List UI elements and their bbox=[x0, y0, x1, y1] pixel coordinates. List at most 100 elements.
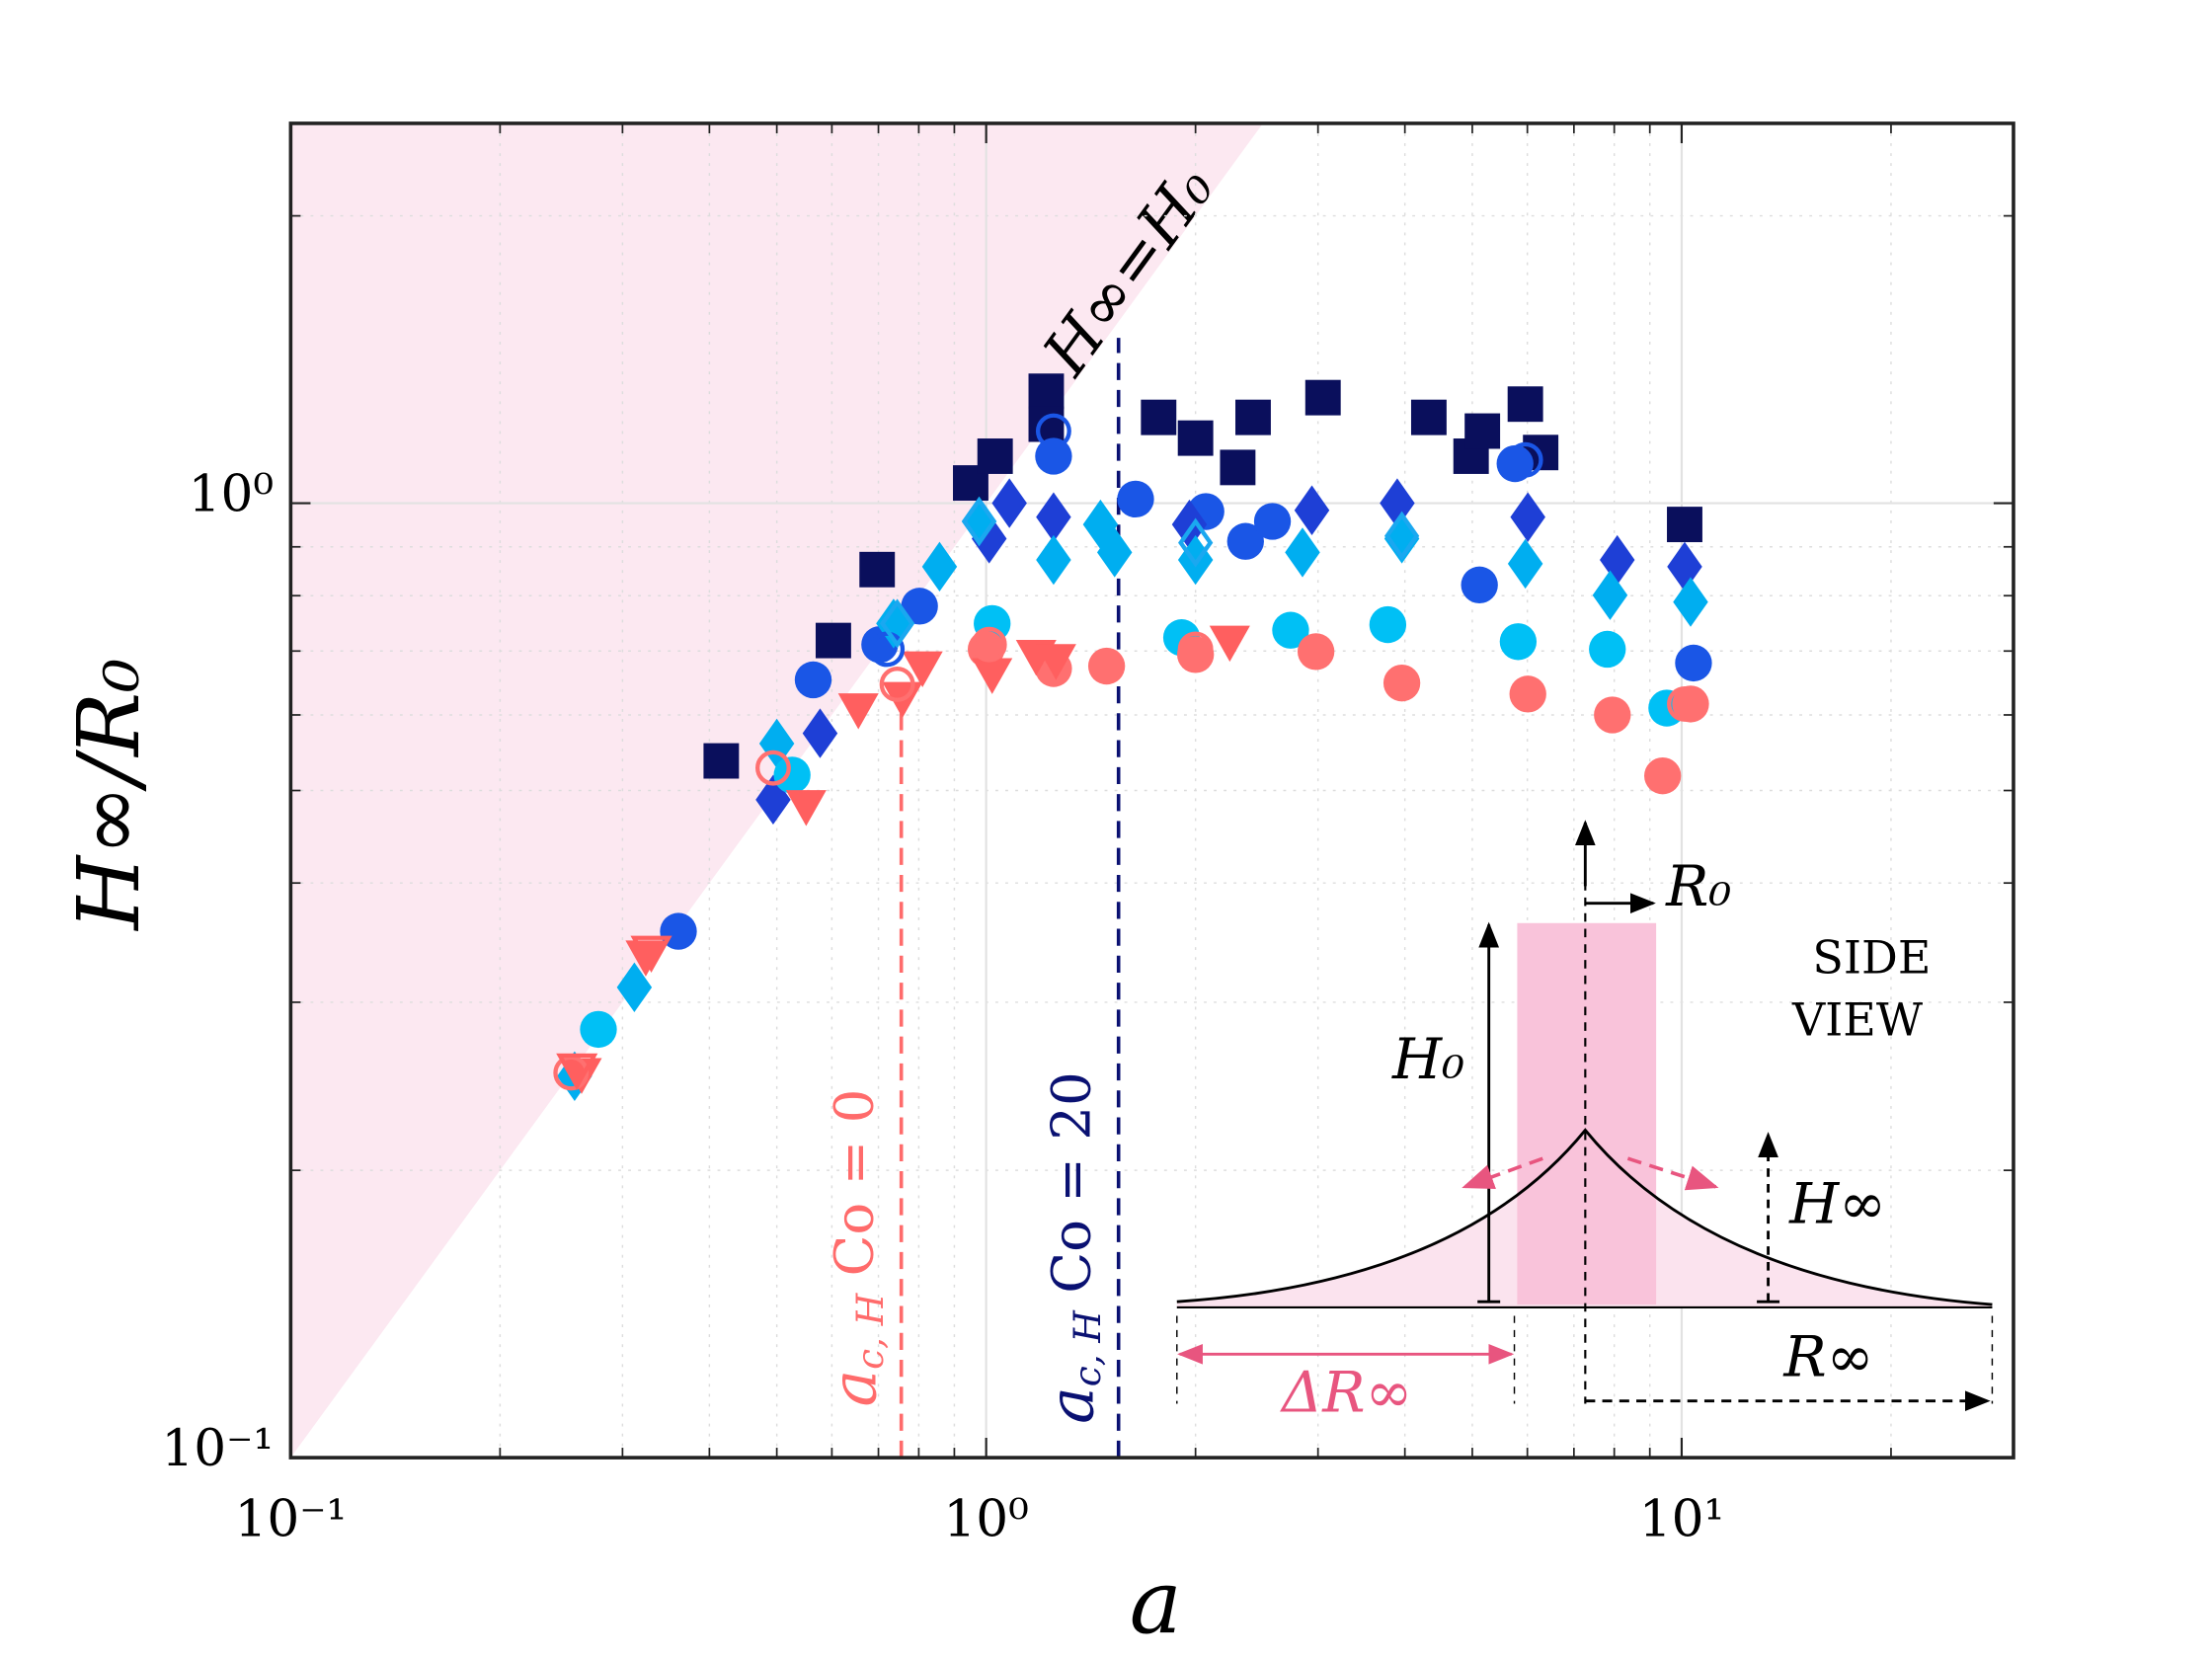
drop-profile bbox=[1176, 1128, 1993, 1306]
x-tick-label: 10⁰ bbox=[943, 1490, 1029, 1549]
point bbox=[972, 658, 1013, 694]
point bbox=[802, 708, 838, 758]
inset-title: VIEW bbox=[1791, 993, 1924, 1047]
point bbox=[1028, 406, 1065, 442]
threshold-label: ac, H Co = 0 bbox=[817, 1089, 891, 1407]
label-part: Co = 0 bbox=[823, 1089, 886, 1294]
point bbox=[1594, 696, 1631, 734]
label-delta-rinf: ΔR∞ bbox=[1280, 1359, 1413, 1425]
point bbox=[1294, 485, 1330, 535]
point bbox=[1675, 644, 1712, 682]
point bbox=[616, 962, 653, 1013]
point bbox=[1177, 420, 1214, 456]
point bbox=[1599, 534, 1635, 586]
point bbox=[1461, 566, 1498, 604]
point bbox=[815, 622, 851, 659]
point bbox=[1667, 541, 1702, 592]
point bbox=[1464, 413, 1501, 449]
point bbox=[977, 438, 1013, 474]
inset-title: SIDE bbox=[1812, 931, 1931, 985]
point bbox=[901, 588, 938, 625]
point bbox=[1035, 413, 1071, 449]
column bbox=[1517, 922, 1657, 1305]
label-rinf: R∞ bbox=[1782, 1323, 1873, 1389]
point bbox=[1380, 478, 1415, 528]
point bbox=[1226, 522, 1264, 560]
y-axis-label: H∞/R₀ bbox=[60, 658, 159, 931]
point bbox=[1496, 444, 1534, 483]
point bbox=[961, 496, 997, 547]
point bbox=[1383, 511, 1420, 561]
point bbox=[1285, 527, 1320, 578]
label-r0: R₀ bbox=[1665, 853, 1731, 919]
label-part: a bbox=[817, 1370, 890, 1407]
point bbox=[1178, 517, 1214, 568]
point bbox=[703, 743, 740, 779]
point bbox=[1673, 577, 1708, 627]
point bbox=[630, 935, 672, 973]
point bbox=[971, 626, 1007, 663]
label-h0: H₀ bbox=[1391, 1026, 1464, 1092]
point bbox=[1297, 633, 1335, 671]
x-axis-label: a bbox=[1130, 1550, 1182, 1653]
point bbox=[1667, 685, 1702, 722]
point bbox=[1235, 399, 1271, 435]
point bbox=[1589, 630, 1626, 669]
spread-arrow bbox=[1462, 1156, 1543, 1190]
y-tick-label: 10⁰ bbox=[189, 464, 275, 523]
point bbox=[754, 750, 791, 786]
point bbox=[991, 478, 1027, 528]
point bbox=[556, 1053, 598, 1091]
point bbox=[1209, 625, 1250, 663]
x-tick-label: 10¹ bbox=[1639, 1490, 1725, 1549]
point bbox=[1369, 605, 1407, 644]
label-part: a bbox=[1034, 1386, 1107, 1424]
point bbox=[785, 790, 827, 827]
point bbox=[1036, 534, 1071, 586]
spread-arrow bbox=[1626, 1156, 1719, 1191]
point bbox=[580, 1010, 617, 1049]
point bbox=[1220, 449, 1256, 486]
point bbox=[1410, 399, 1447, 435]
point bbox=[1028, 373, 1065, 410]
y-tick-label: 10⁻¹ bbox=[161, 1419, 274, 1478]
point bbox=[1382, 665, 1421, 702]
label-part: c, H bbox=[1065, 1309, 1108, 1387]
point bbox=[1141, 399, 1177, 435]
point bbox=[921, 541, 958, 592]
point bbox=[1087, 647, 1126, 685]
point bbox=[902, 651, 943, 688]
inset-diagram: R₀ H₀ H∞ R∞ ΔR∞ SIDE VIEW bbox=[1176, 820, 1994, 1425]
point bbox=[837, 693, 879, 730]
point bbox=[773, 756, 811, 794]
point bbox=[794, 661, 832, 699]
point bbox=[1499, 623, 1538, 661]
point bbox=[1177, 534, 1214, 586]
point bbox=[1036, 492, 1071, 542]
point bbox=[1510, 492, 1545, 542]
point bbox=[1507, 441, 1543, 478]
label-part: Co = 20 bbox=[1040, 1071, 1103, 1310]
label-hinf: H∞ bbox=[1788, 1170, 1886, 1236]
point bbox=[1507, 386, 1543, 423]
x-tick-label: 10⁻¹ bbox=[234, 1490, 347, 1549]
point bbox=[1035, 437, 1072, 475]
plot-frame bbox=[288, 121, 2015, 1460]
point bbox=[1253, 503, 1292, 540]
point bbox=[1035, 644, 1076, 680]
point bbox=[1096, 527, 1133, 578]
point bbox=[1304, 379, 1341, 416]
point bbox=[1117, 480, 1154, 518]
point bbox=[879, 598, 915, 649]
point bbox=[1592, 570, 1628, 620]
point bbox=[869, 631, 906, 668]
point bbox=[1667, 507, 1702, 543]
point bbox=[859, 551, 896, 588]
point bbox=[879, 667, 915, 702]
point bbox=[1644, 757, 1682, 795]
point bbox=[1272, 611, 1309, 649]
point bbox=[1509, 675, 1546, 713]
threshold-label: ac, H Co = 20 bbox=[1034, 1071, 1108, 1424]
